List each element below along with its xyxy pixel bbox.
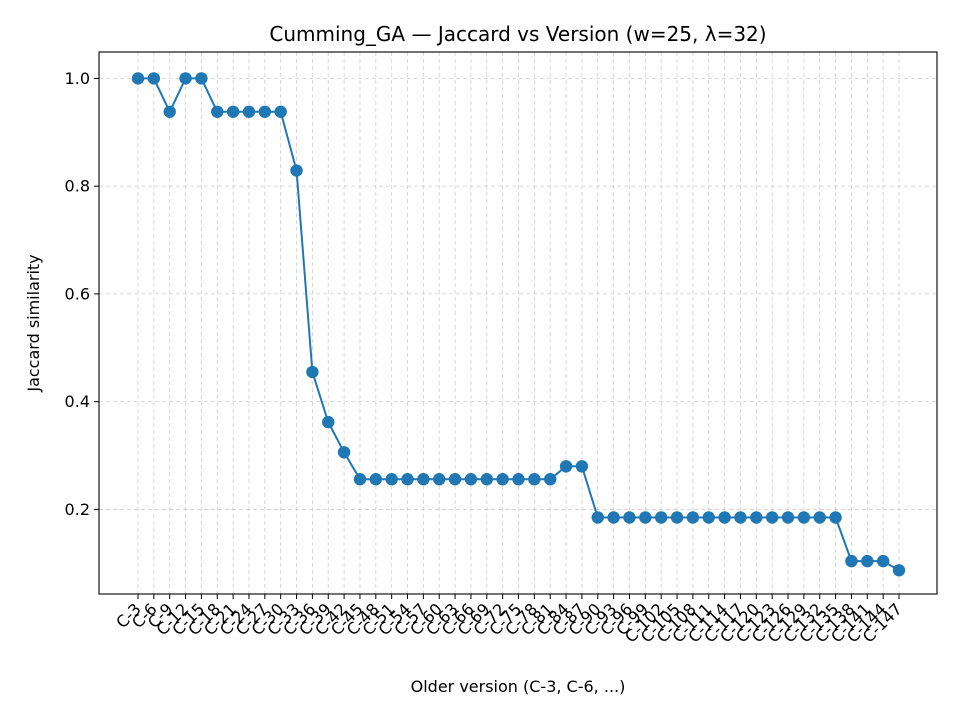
data-point — [195, 72, 208, 85]
data-point — [639, 511, 652, 524]
data-point — [781, 511, 795, 524]
data-point — [448, 473, 462, 486]
data-point — [496, 473, 509, 486]
data-point — [813, 511, 826, 524]
y-tick-label: 0.8 — [65, 177, 90, 196]
grid — [99, 52, 937, 594]
data-point — [702, 511, 715, 524]
data-point — [623, 511, 636, 524]
data-point — [750, 511, 763, 524]
data-point — [544, 473, 557, 486]
x-axis: C-3C-6C-9C-12C-15C-18C-21C-24C-27C-30C-3… — [112, 594, 906, 646]
data-point — [480, 473, 493, 486]
data-point — [575, 460, 589, 473]
data-point — [607, 511, 620, 524]
data-point — [718, 511, 731, 524]
data-point — [353, 473, 367, 486]
data-point — [845, 554, 858, 568]
y-tick-label: 0.6 — [65, 284, 90, 303]
data-point — [829, 511, 842, 524]
data-point — [559, 460, 573, 473]
data-point — [211, 105, 224, 119]
data-point — [337, 446, 351, 459]
data-point — [179, 72, 192, 85]
data-point — [797, 511, 811, 524]
data-point — [670, 511, 684, 524]
data-point — [258, 105, 272, 119]
data-point — [401, 473, 414, 486]
y-axis-label: Jaccard similarity — [24, 254, 43, 392]
data-point — [892, 564, 906, 577]
data-point — [369, 473, 383, 486]
data-point — [290, 164, 303, 177]
y-axis: 0.2 0.4 0.6 0.8 1.0 — [65, 69, 99, 519]
series-layer — [131, 72, 906, 577]
data-point — [876, 554, 890, 568]
data-point — [512, 473, 525, 486]
data-point — [306, 365, 319, 379]
data-point — [385, 473, 398, 486]
data-point — [464, 473, 478, 486]
data-point — [528, 473, 541, 486]
data-point — [654, 511, 668, 524]
data-point — [433, 473, 446, 486]
y-tick-label: 0.2 — [65, 500, 90, 519]
data-point — [686, 511, 700, 524]
data-point — [226, 105, 240, 119]
data-point — [131, 72, 145, 85]
data-point — [734, 511, 747, 524]
data-point — [591, 511, 604, 524]
y-tick-label: 1.0 — [65, 69, 90, 88]
data-point — [274, 105, 287, 119]
y-tick-label: 0.4 — [65, 392, 90, 411]
x-axis-label: Older version (C-3, C-6, ...) — [411, 677, 626, 696]
data-point — [417, 473, 430, 486]
data-point — [163, 105, 176, 119]
data-point — [147, 72, 161, 85]
data-point — [765, 511, 779, 524]
chart-title: Cumming_GA — Jaccard vs Version (w=25, λ… — [269, 22, 766, 46]
data-point — [322, 415, 335, 429]
data-point — [861, 554, 874, 568]
data-point — [242, 105, 256, 119]
